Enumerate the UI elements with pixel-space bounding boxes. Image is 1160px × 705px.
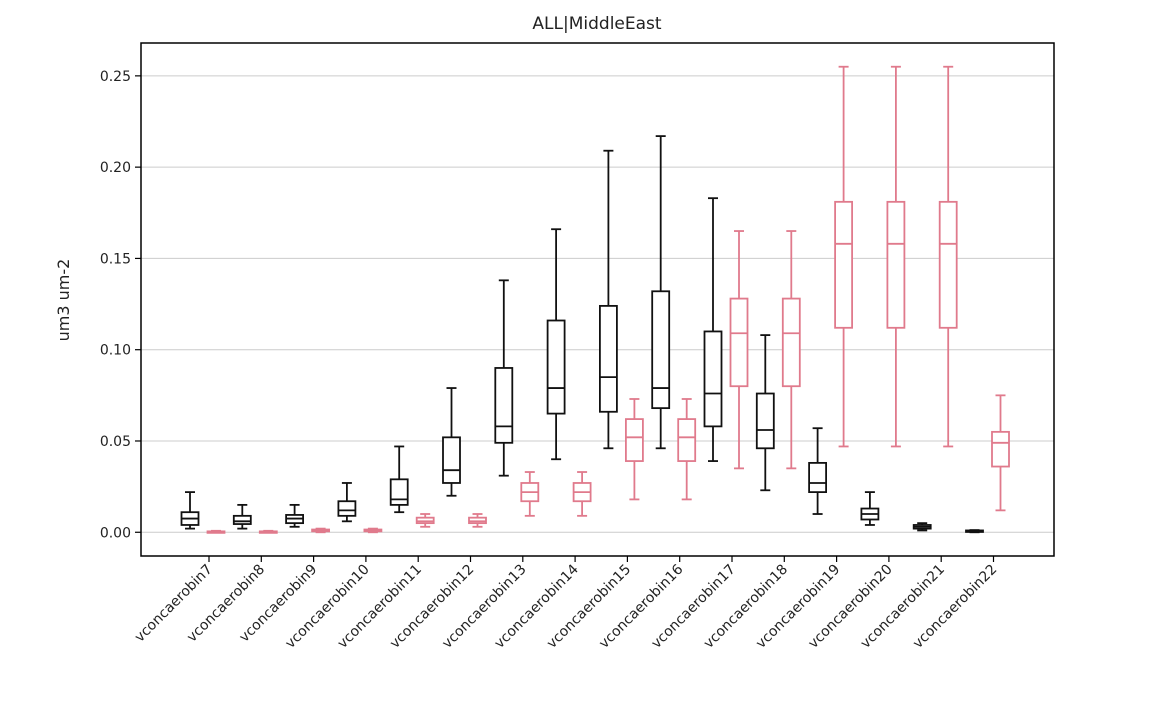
box-black-vconcaerobin17 <box>703 197 723 462</box>
box-body <box>991 430 1010 468</box>
box-body <box>599 304 618 413</box>
box-pink-vconcaerobin9 <box>311 527 331 534</box>
box-pink-vconcaerobin7 <box>206 529 226 534</box>
box-black-vconcaerobin18 <box>755 334 775 492</box>
box-body <box>389 478 409 506</box>
box-pink-vconcaerobin20 <box>886 65 906 448</box>
box-black-vconcaerobin10 <box>337 482 357 523</box>
box-layer <box>180 65 1010 534</box>
box-body <box>468 516 487 525</box>
box-pink-vconcaerobin22 <box>991 394 1010 512</box>
chart-title: ALL|MiddleEast <box>532 14 661 34</box>
box-pink-vconcaerobin12 <box>468 513 487 528</box>
box-black-vconcaerobin14 <box>546 228 566 461</box>
box-pink-vconcaerobin10 <box>363 527 383 534</box>
box-body <box>337 500 357 517</box>
box-black-vconcaerobin22 <box>965 529 984 534</box>
box-pink-vconcaerobin11 <box>415 513 435 528</box>
box-black-vconcaerobin19 <box>808 427 827 515</box>
box-body <box>651 290 671 410</box>
plot-frame <box>140 42 1055 557</box>
box-body <box>729 297 749 388</box>
y-axis-label: um3 um-2 <box>54 259 73 342</box>
box-black-vconcaerobin11 <box>389 445 409 514</box>
box-body <box>415 516 435 525</box>
box-black-vconcaerobin16 <box>651 135 671 450</box>
box-body <box>442 436 461 484</box>
box-pink-vconcaerobin16 <box>677 398 697 501</box>
box-black-vconcaerobin20 <box>860 491 880 526</box>
box-black-vconcaerobin9 <box>285 503 305 528</box>
box-body <box>625 418 644 462</box>
box-black-vconcaerobin12 <box>442 387 461 497</box>
box-body <box>677 418 697 462</box>
y-axis-ticks: 0.00 0.05 0.10 0.15 0.20 0.25 <box>100 69 141 541</box>
box-body <box>886 200 906 329</box>
box-black-vconcaerobin13 <box>494 279 514 477</box>
y-tick-label: 0.05 <box>100 434 131 450</box>
box-body <box>494 367 514 444</box>
box-pink-vconcaerobin15 <box>625 398 644 501</box>
box-body <box>834 200 853 329</box>
box-body <box>938 200 958 329</box>
box-black-vconcaerobin7 <box>180 491 200 530</box>
box-pink-vconcaerobin8 <box>258 529 278 534</box>
y-tick-label: 0.10 <box>100 343 131 359</box>
box-body <box>755 392 775 450</box>
box-body <box>703 330 723 428</box>
box-body <box>781 297 801 388</box>
box-pink-vconcaerobin19 <box>834 65 853 448</box>
box-pink-vconcaerobin13 <box>520 471 540 517</box>
y-tick-label: 0.20 <box>100 160 131 176</box>
box-body <box>808 461 827 494</box>
box-body <box>232 514 252 525</box>
box-pink-vconcaerobin17 <box>729 230 749 470</box>
box-pink-vconcaerobin18 <box>781 230 801 470</box>
box-body <box>546 319 566 415</box>
box-pink-vconcaerobin14 <box>572 471 592 517</box>
box-black-vconcaerobin8 <box>232 503 252 530</box>
grid-layer <box>141 75 1054 533</box>
y-tick-label: 0.25 <box>100 69 131 85</box>
box-pink-vconcaerobin21 <box>938 65 958 448</box>
y-tick-label: 0.15 <box>100 251 131 267</box>
box-black-vconcaerobin21 <box>912 522 932 532</box>
y-tick-label: 0.00 <box>100 525 131 541</box>
x-axis-ticks: vconcaerobin7vconcaerobin8vconcaerobin9v… <box>132 556 1000 652</box>
box-black-vconcaerobin15 <box>599 149 618 450</box>
